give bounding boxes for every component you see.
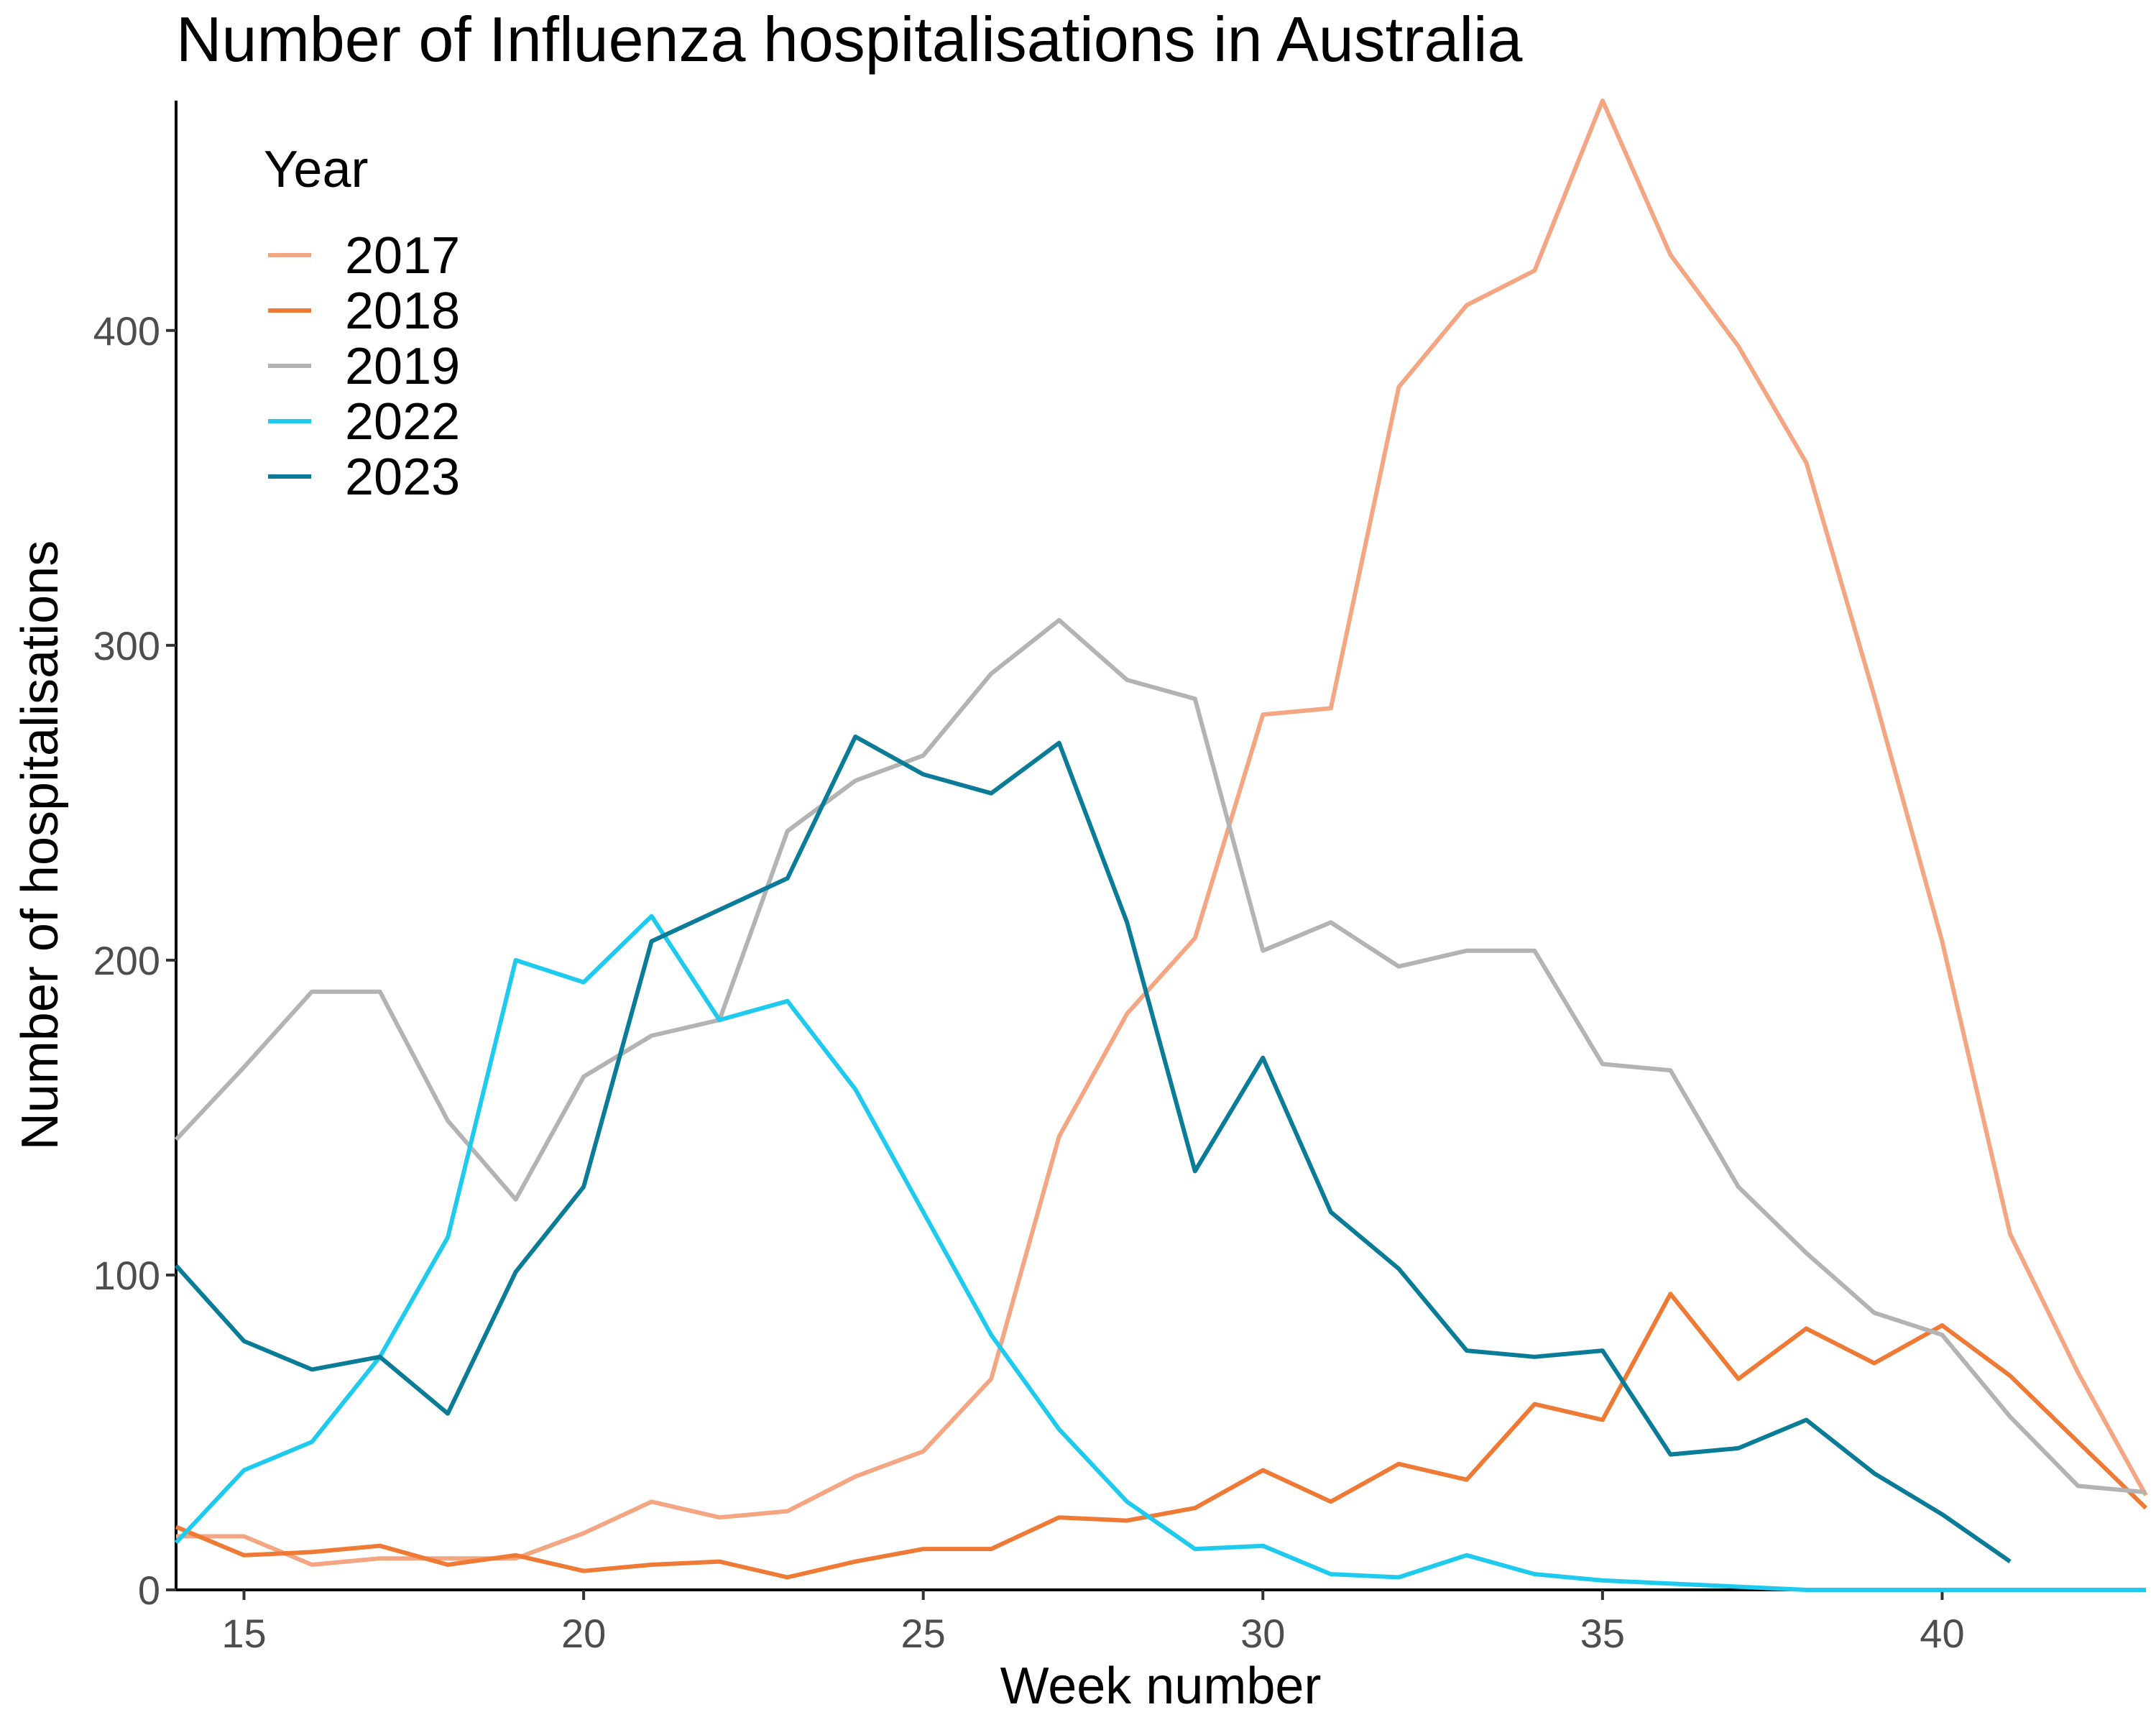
- series-lines: [174, 98, 2148, 1592]
- legend-label-2023: 2023: [345, 448, 460, 506]
- series-line-2022: [174, 914, 2146, 1592]
- x-tick-label: 30: [1240, 1611, 1285, 1656]
- x-tick-label: 35: [1580, 1611, 1625, 1656]
- legend-label-2019: 2019: [345, 338, 460, 395]
- y-axis-ticks: 0 100 200 300 400: [93, 308, 176, 1613]
- x-tick-label: 20: [561, 1611, 606, 1656]
- legend-label-2022: 2022: [345, 393, 460, 451]
- y-tick-label: 300: [93, 623, 160, 668]
- y-axis-title: Number of hospitalisations: [11, 540, 69, 1150]
- legend-label-2017: 2017: [345, 227, 460, 285]
- legend-title: Year: [264, 141, 368, 198]
- x-tick-label: 15: [221, 1611, 266, 1656]
- x-axis-ticks: 15 20 25 30 35 40: [221, 1590, 1965, 1656]
- series-line-2017: [176, 98, 2148, 1567]
- y-tick-label: 100: [93, 1253, 160, 1298]
- series-line-2019: [174, 617, 2147, 1495]
- chart-title: Number of Influenza hospitalisations in …: [176, 4, 1523, 75]
- legend-label-2018: 2018: [345, 282, 460, 340]
- x-tick-label: 40: [1920, 1611, 1964, 1656]
- x-tick-label: 25: [901, 1611, 946, 1656]
- y-tick-label: 400: [93, 308, 160, 354]
- series-line-2023: [174, 734, 2012, 1564]
- y-tick-label: 200: [93, 938, 160, 983]
- x-axis-title: Week number: [1000, 1657, 1322, 1715]
- y-tick-label: 0: [138, 1568, 160, 1613]
- series-line-2018: [175, 1292, 2148, 1580]
